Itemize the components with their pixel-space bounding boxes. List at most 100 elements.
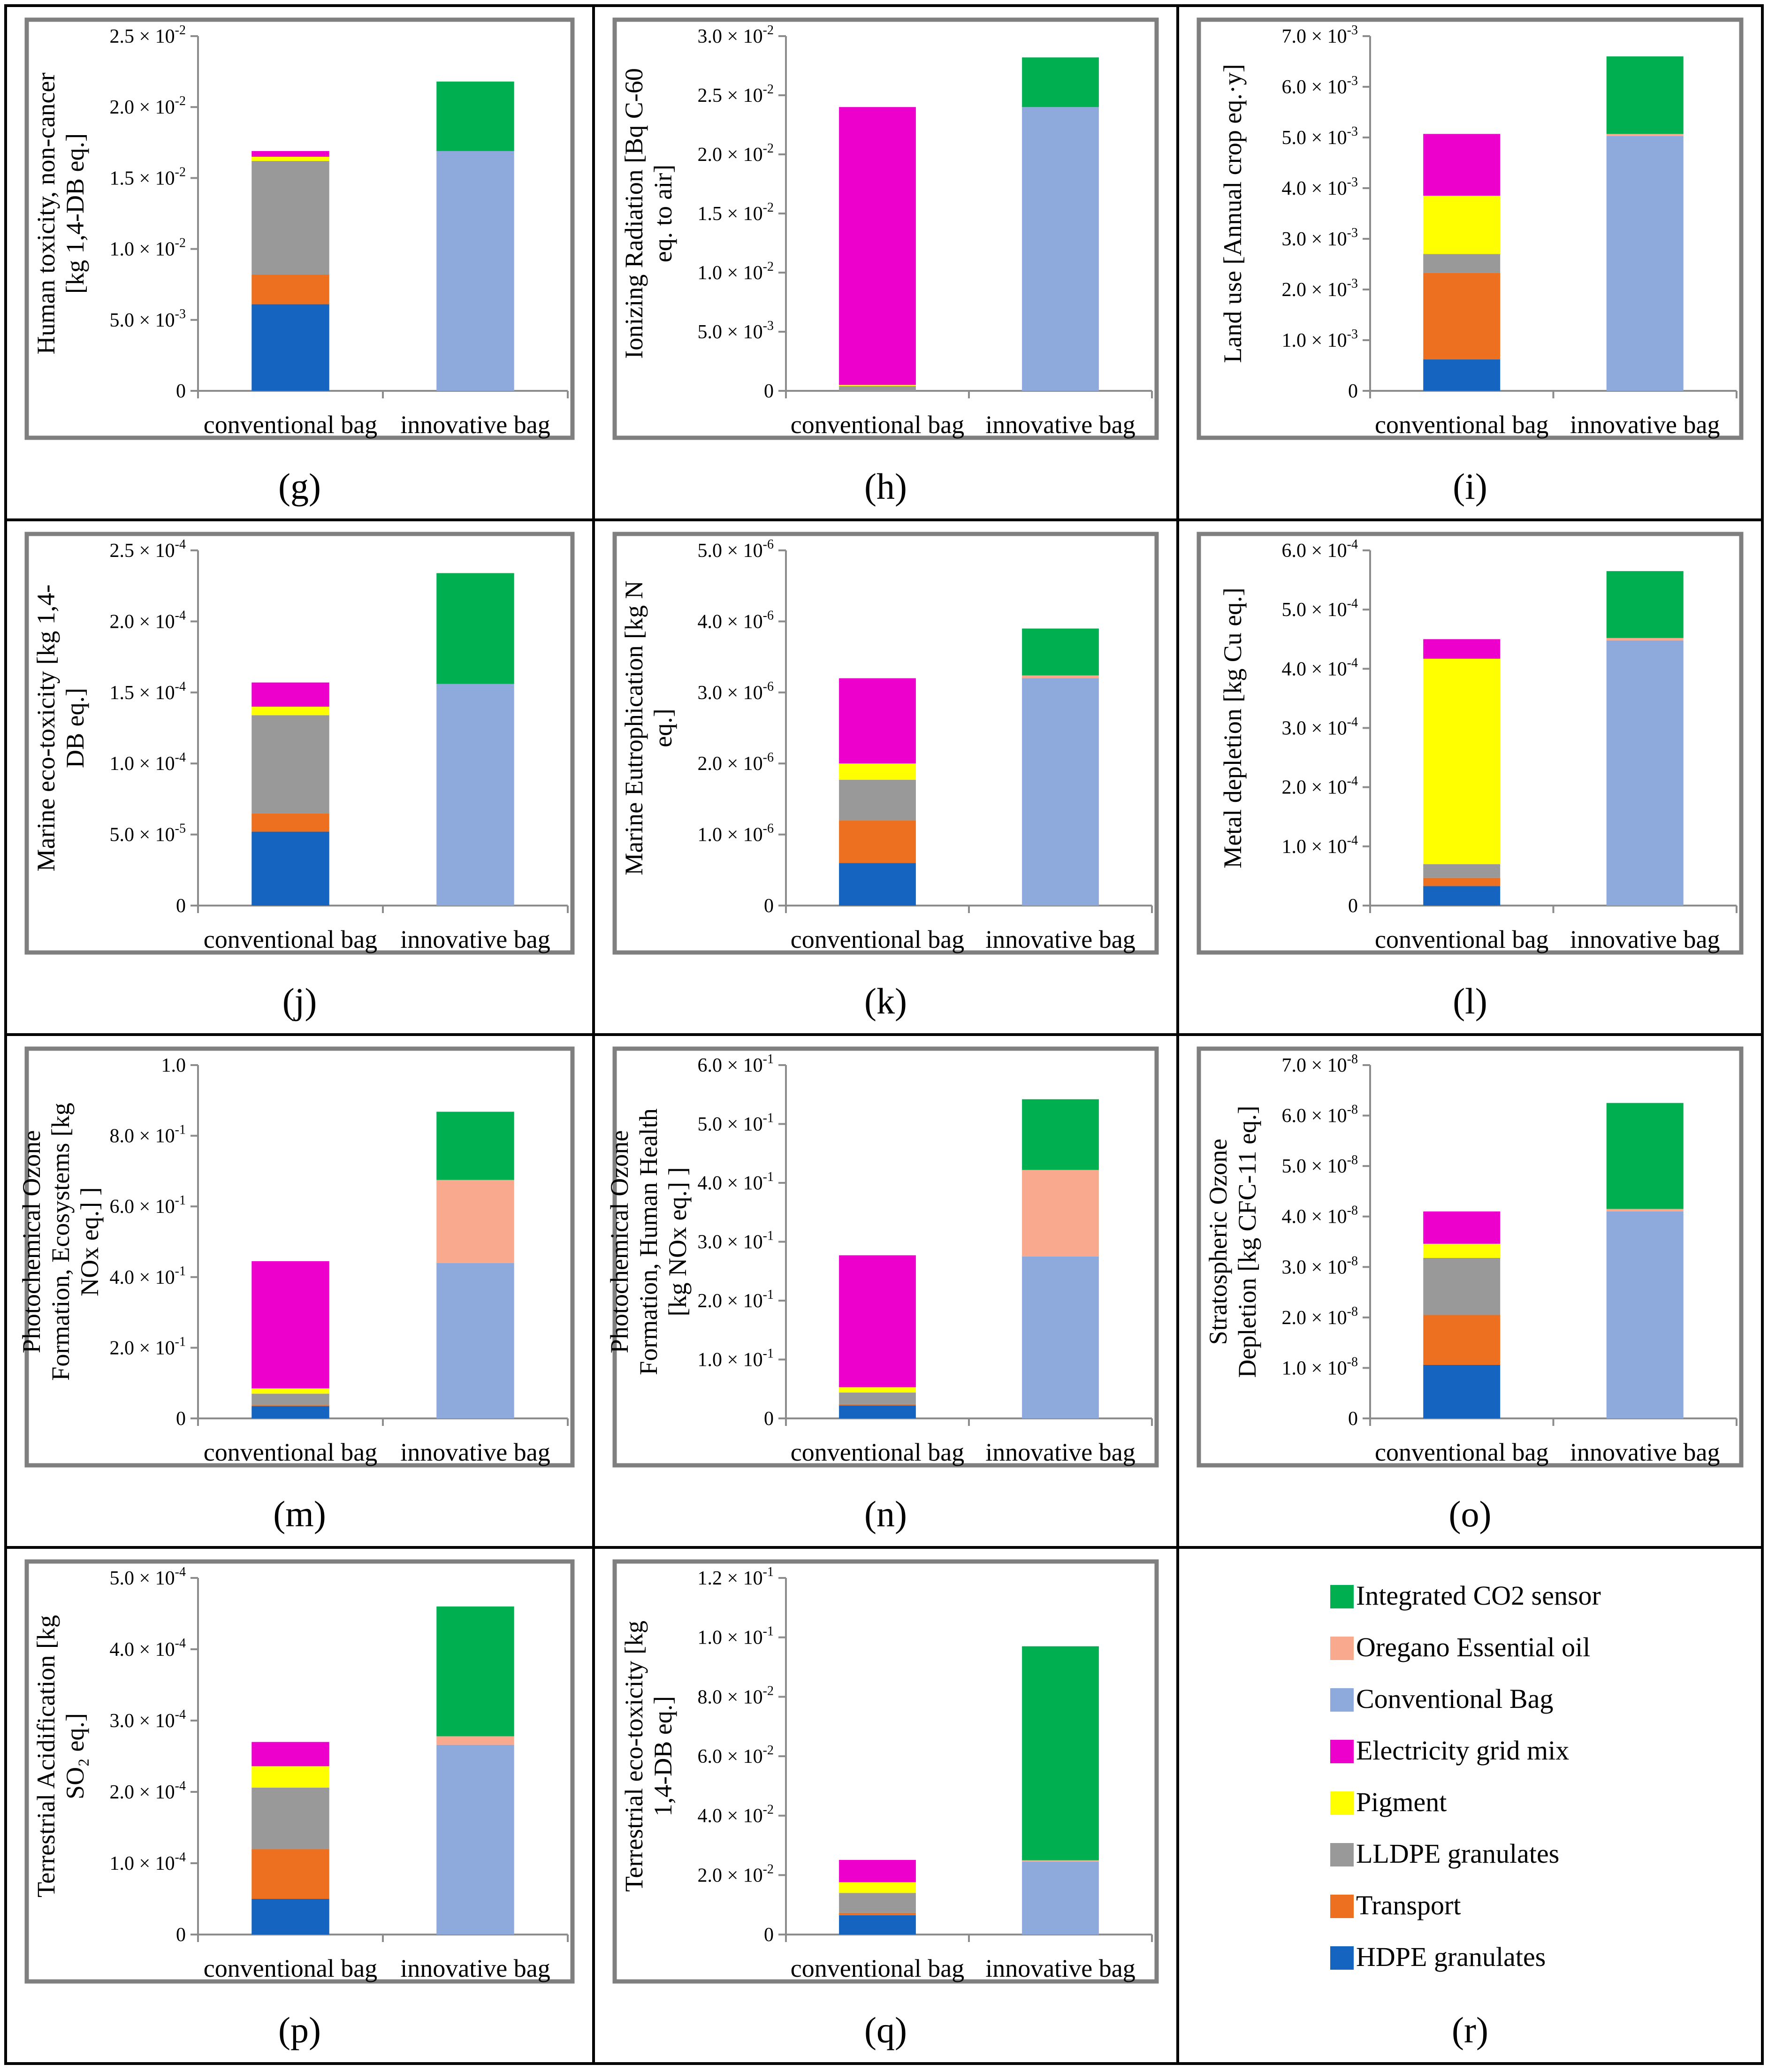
bar-segment-conventional-bag-lldpe-granulates[interactable] bbox=[251, 1394, 329, 1405]
bar-segment-innovative-bag-conventional-bag[interactable] bbox=[1606, 136, 1684, 391]
bar-segment-conventional-bag-transport[interactable] bbox=[251, 813, 329, 832]
bar-segment-innovative-bag-conventional-bag[interactable] bbox=[1022, 1861, 1099, 1935]
bar-segment-innovative-bag-integrated-co2-sensor[interactable] bbox=[436, 81, 514, 151]
bar-segment-innovative-bag-integrated-co2-sensor[interactable] bbox=[1022, 1646, 1099, 1860]
y-axis-title-line: Depletion [kg CFC-11 eq.] bbox=[1233, 1106, 1261, 1378]
bar-segment-conventional-bag-lldpe-granulates[interactable] bbox=[1423, 864, 1501, 878]
bar-segment-conventional-bag-pigment[interactable] bbox=[839, 1387, 916, 1393]
bar-segment-conventional-bag-hdpe-granulates[interactable] bbox=[839, 1915, 916, 1935]
bar-segment-conventional-bag-electricity-grid-mix[interactable] bbox=[839, 107, 916, 385]
bar-segment-conventional-bag-hdpe-granulates[interactable] bbox=[251, 1899, 329, 1935]
bar-segment-conventional-bag-pigment[interactable] bbox=[1423, 658, 1501, 864]
bar-segment-innovative-bag-oregano-essential-oil[interactable] bbox=[1606, 638, 1684, 640]
bar-segment-conventional-bag-hdpe-granulates[interactable] bbox=[1423, 359, 1501, 391]
bar-segment-innovative-bag-oregano-essential-oil[interactable] bbox=[436, 1736, 514, 1745]
bar-segment-conventional-bag-lldpe-granulates[interactable] bbox=[839, 780, 916, 821]
y-tick-label: 5.0 × 10-5 bbox=[109, 822, 186, 846]
bar-segment-innovative-bag-integrated-co2-sensor[interactable] bbox=[1606, 56, 1684, 134]
bar-segment-conventional-bag-transport[interactable] bbox=[251, 1405, 329, 1406]
bar-segment-innovative-bag-integrated-co2-sensor[interactable] bbox=[436, 573, 514, 684]
bar-segment-conventional-bag-lldpe-granulates[interactable] bbox=[251, 715, 329, 814]
bar-segment-innovative-bag-oregano-essential-oil[interactable] bbox=[1022, 675, 1099, 678]
bar-segment-conventional-bag-hdpe-granulates[interactable] bbox=[251, 304, 329, 391]
y-tick-label: 2.5 × 10-2 bbox=[697, 82, 774, 107]
bar-segment-conventional-bag-hdpe-granulates[interactable] bbox=[1423, 886, 1501, 906]
bar-segment-conventional-bag-hdpe-granulates[interactable] bbox=[839, 1405, 916, 1418]
bar-segment-conventional-bag-lldpe-granulates[interactable] bbox=[1423, 1257, 1501, 1315]
y-tick-label: 4.0 × 10-4 bbox=[1281, 655, 1358, 680]
y-tick-label: 3.0 × 10-8 bbox=[1281, 1254, 1358, 1278]
bar-segment-conventional-bag-hdpe-granulates[interactable] bbox=[839, 863, 916, 906]
y-tick-label: 6.0 × 10-2 bbox=[697, 1743, 774, 1767]
y-tick-label: 3.0 × 10-4 bbox=[109, 1707, 186, 1732]
bar-segment-innovative-bag-oregano-essential-oil[interactable] bbox=[1022, 1860, 1099, 1862]
bar-segment-conventional-bag-hdpe-granulates[interactable] bbox=[251, 1406, 329, 1418]
y-axis-title-line: Formation, Ecosystems [kg bbox=[46, 1103, 75, 1380]
bar-segment-conventional-bag-electricity-grid-mix[interactable] bbox=[251, 1742, 329, 1767]
bar-segment-conventional-bag-pigment[interactable] bbox=[251, 157, 329, 161]
bar-segment-innovative-bag-conventional-bag[interactable] bbox=[1022, 1256, 1099, 1418]
bar-segment-conventional-bag-electricity-grid-mix[interactable] bbox=[251, 1261, 329, 1388]
bar-segment-conventional-bag-lldpe-granulates[interactable] bbox=[1423, 254, 1501, 273]
bar-segment-conventional-bag-pigment[interactable] bbox=[839, 763, 916, 780]
legend-swatch-oregano-essential-oil bbox=[1330, 1637, 1354, 1660]
x-category-label: innovative bag bbox=[400, 411, 550, 439]
bar-segment-conventional-bag-transport[interactable] bbox=[839, 1912, 916, 1915]
bar-segment-innovative-bag-oregano-essential-oil[interactable] bbox=[1606, 134, 1684, 136]
bar-segment-innovative-bag-conventional-bag[interactable] bbox=[1606, 1211, 1684, 1418]
bar-segment-innovative-bag-conventional-bag[interactable] bbox=[1022, 678, 1099, 906]
chart-panel-m: 0 2.0 × 10-1 4.0 × 10-1 6.0 × 10-1 8.0 × 10-… bbox=[17, 1046, 575, 1534]
bar-segment-innovative-bag-integrated-co2-sensor[interactable] bbox=[436, 1606, 514, 1737]
bar-segment-innovative-bag-conventional-bag[interactable] bbox=[436, 684, 514, 906]
bar-segment-conventional-bag-electricity-grid-mix[interactable] bbox=[1423, 639, 1501, 659]
y-tick-label: 6.0 × 10-4 bbox=[1281, 537, 1358, 562]
bar-segment-innovative-bag-conventional-bag[interactable] bbox=[1606, 640, 1684, 906]
bar-segment-conventional-bag-lldpe-granulates[interactable] bbox=[251, 1787, 329, 1849]
x-category-label: conventional bag bbox=[1375, 925, 1548, 953]
bar-segment-conventional-bag-transport[interactable] bbox=[839, 1404, 916, 1406]
bar-segment-conventional-bag-pigment[interactable] bbox=[839, 1882, 916, 1893]
x-category-label: conventional bag bbox=[204, 925, 377, 953]
bar-segment-conventional-bag-hdpe-granulates[interactable] bbox=[1423, 1364, 1501, 1418]
bar-segment-innovative-bag-integrated-co2-sensor[interactable] bbox=[1022, 57, 1099, 107]
bar-segment-innovative-bag-oregano-essential-oil[interactable] bbox=[436, 1180, 514, 1263]
bar-segment-innovative-bag-oregano-essential-oil[interactable] bbox=[1606, 1209, 1684, 1211]
y-tick-label: 5.0 × 10-6 bbox=[697, 537, 774, 562]
bar-segment-innovative-bag-integrated-co2-sensor[interactable] bbox=[1022, 1099, 1099, 1170]
bar-segment-conventional-bag-lldpe-granulates[interactable] bbox=[251, 161, 329, 275]
y-tick-label: 0 bbox=[1348, 895, 1358, 917]
bar-segment-conventional-bag-lldpe-granulates[interactable] bbox=[839, 1893, 916, 1913]
bar-segment-conventional-bag-electricity-grid-mix[interactable] bbox=[839, 1860, 916, 1882]
bar-segment-conventional-bag-lldpe-granulates[interactable] bbox=[839, 1392, 916, 1404]
bar-segment-conventional-bag-pigment[interactable] bbox=[251, 1388, 329, 1394]
bar-segment-conventional-bag-electricity-grid-mix[interactable] bbox=[1423, 134, 1501, 196]
bar-segment-conventional-bag-transport[interactable] bbox=[1423, 877, 1501, 886]
bar-segment-innovative-bag-integrated-co2-sensor[interactable] bbox=[1022, 628, 1099, 676]
bar-segment-conventional-bag-electricity-grid-mix[interactable] bbox=[839, 1255, 916, 1387]
bar-segment-innovative-bag-conventional-bag[interactable] bbox=[1022, 107, 1099, 391]
bar-segment-innovative-bag-integrated-co2-sensor[interactable] bbox=[436, 1112, 514, 1180]
bar-segment-innovative-bag-oregano-essential-oil[interactable] bbox=[1022, 1170, 1099, 1257]
bar-segment-conventional-bag-hdpe-granulates[interactable] bbox=[251, 831, 329, 906]
bar-segment-innovative-bag-conventional-bag[interactable] bbox=[436, 151, 514, 391]
bar-segment-conventional-bag-transport[interactable] bbox=[1423, 273, 1501, 360]
bar-segment-innovative-bag-conventional-bag[interactable] bbox=[436, 1744, 514, 1935]
bar-segment-conventional-bag-transport[interactable] bbox=[251, 274, 329, 305]
bar-segment-conventional-bag-pigment[interactable] bbox=[251, 707, 329, 716]
bar-segment-conventional-bag-transport[interactable] bbox=[1423, 1315, 1501, 1365]
bar-segment-conventional-bag-transport[interactable] bbox=[251, 1849, 329, 1899]
bar-segment-conventional-bag-electricity-grid-mix[interactable] bbox=[251, 151, 329, 157]
bar-segment-conventional-bag-electricity-grid-mix[interactable] bbox=[839, 678, 916, 764]
bar-segment-conventional-bag-lldpe-granulates[interactable] bbox=[839, 386, 916, 391]
bar-segment-innovative-bag-integrated-co2-sensor[interactable] bbox=[1606, 1103, 1684, 1209]
bar-segment-conventional-bag-electricity-grid-mix[interactable] bbox=[251, 682, 329, 707]
bar-segment-conventional-bag-pigment[interactable] bbox=[251, 1766, 329, 1788]
bar-segment-conventional-bag-electricity-grid-mix[interactable] bbox=[1423, 1211, 1501, 1244]
bar-segment-conventional-bag-pigment[interactable] bbox=[839, 385, 916, 386]
bar-segment-conventional-bag-transport[interactable] bbox=[839, 820, 916, 863]
bar-segment-conventional-bag-pigment[interactable] bbox=[1423, 196, 1501, 254]
bar-segment-innovative-bag-integrated-co2-sensor[interactable] bbox=[1606, 571, 1684, 638]
y-tick-label: 1.0 × 10-4 bbox=[109, 1850, 186, 1874]
bar-segment-conventional-bag-pigment[interactable] bbox=[1423, 1243, 1501, 1258]
bar-segment-innovative-bag-conventional-bag[interactable] bbox=[436, 1263, 514, 1418]
